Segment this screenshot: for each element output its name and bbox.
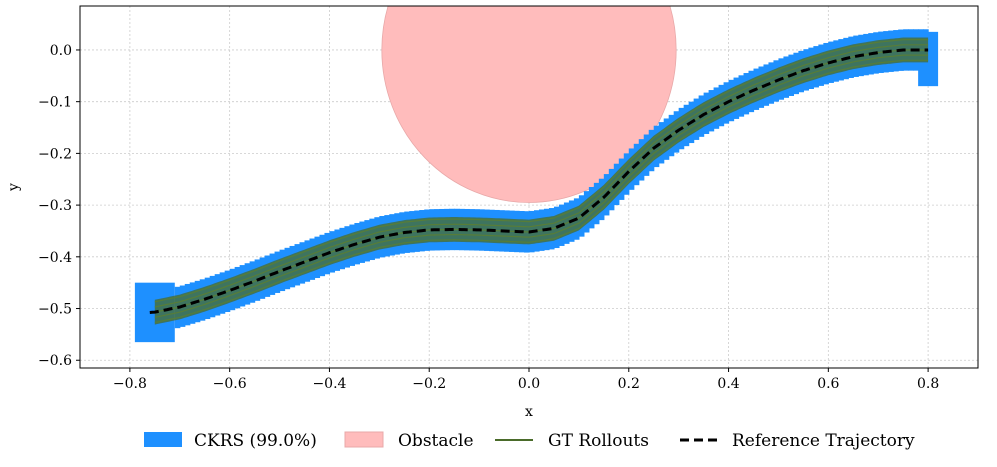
ticks: −0.8 −0.6 −0.4 −0.2 0.0 0.2 0.4 0.6 0.8 0.0 −0.1 −0… <box>38 43 939 392</box>
legend-swatch <box>344 431 384 448</box>
gt-rollout-line <box>154 44 929 308</box>
y-tick-label: −0.4 <box>38 250 72 266</box>
x-tick-label: 0.8 <box>917 376 939 392</box>
legend: CKRS (99.0%) Obstacle GT Rollouts Reference… <box>144 431 915 451</box>
obstacle-layer <box>381 6 677 203</box>
x-tick-label: −0.2 <box>412 376 446 392</box>
x-tick-label: −0.6 <box>213 376 247 392</box>
gt-rollout-line <box>154 59 929 324</box>
gt-rollout-line <box>154 54 929 318</box>
x-tick-label: −0.8 <box>113 376 147 392</box>
y-tick-label: −0.3 <box>38 198 72 214</box>
x-tick-label: 0.6 <box>817 376 839 392</box>
legend-swatch <box>144 432 182 447</box>
y-tick-label: −0.1 <box>38 95 72 111</box>
legend-label: CKRS (99.0%) <box>194 431 317 451</box>
y-tick-label: −0.2 <box>38 146 72 162</box>
legend-label: Reference Trajectory <box>732 431 915 451</box>
y-tick-label: −0.6 <box>38 353 72 369</box>
y-tick-label: −0.5 <box>38 302 72 318</box>
obstacle-circle <box>381 6 677 203</box>
x-tick-label: 0.2 <box>618 376 640 392</box>
legend-label: Obstacle <box>398 431 474 451</box>
y-tick-label: 0.0 <box>50 43 72 59</box>
gt-rollout-line <box>154 38 929 303</box>
x-axis-label: x <box>525 404 533 420</box>
legend-label: GT Rollouts <box>548 431 649 451</box>
x-tick-label: 0.0 <box>518 376 540 392</box>
y-axis-label: y <box>6 183 22 192</box>
rollout-layer <box>154 37 929 325</box>
x-tick-label: −0.4 <box>312 376 346 392</box>
x-tick-label: 0.4 <box>717 376 739 392</box>
